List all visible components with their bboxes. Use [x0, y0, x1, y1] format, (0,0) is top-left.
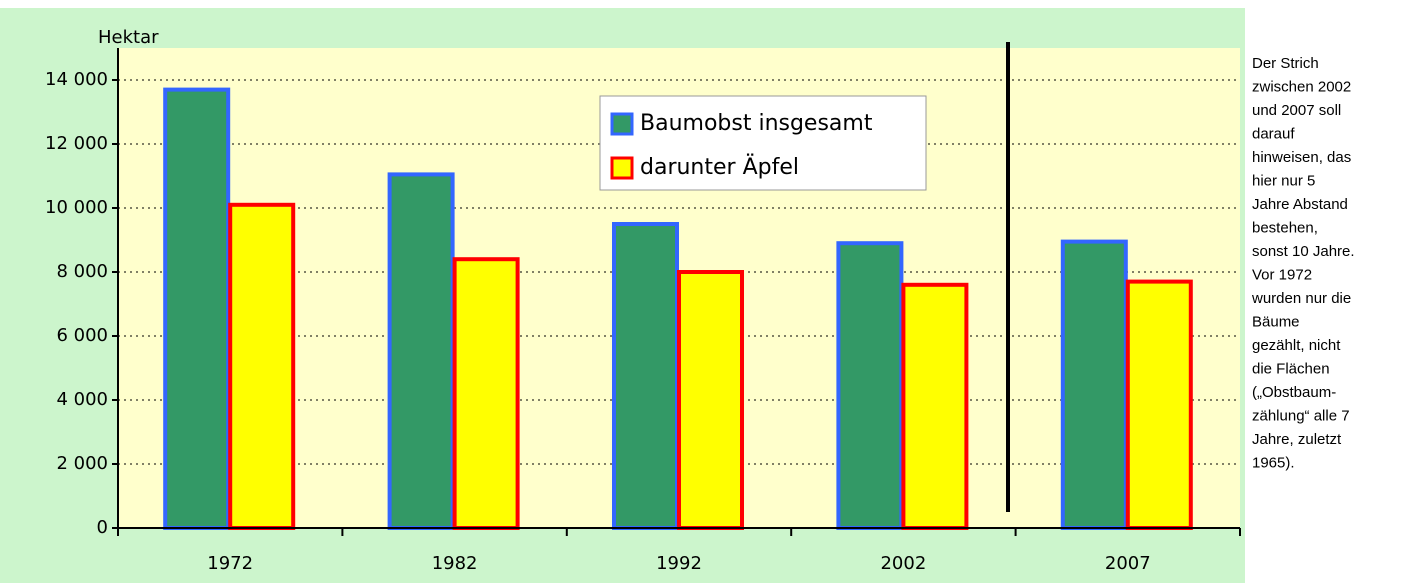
legend-swatch [610, 156, 634, 180]
y-tick-label: 14 000 [45, 69, 108, 90]
note-line: hinweisen, das [1252, 149, 1351, 166]
note-line: die Flächen [1252, 360, 1330, 377]
note-line: bestehen, [1252, 219, 1318, 236]
x-tick-label: 2007 [1105, 553, 1151, 574]
bar [452, 257, 520, 530]
x-tick-label: 1992 [656, 553, 702, 574]
bar [387, 172, 455, 530]
legend [599, 95, 927, 191]
note-line: hier nur 5 [1252, 172, 1315, 189]
note-line: („Obstbaum- [1252, 384, 1336, 401]
y-tick-label: 6 000 [56, 325, 108, 346]
legend-swatch [610, 112, 634, 136]
note-line: gezählt, nicht [1252, 337, 1341, 354]
x-tick-label: 1982 [432, 553, 478, 574]
y-tick-label: 8 000 [56, 261, 108, 282]
bar [1125, 279, 1193, 530]
y-tick-label: 2 000 [56, 453, 108, 474]
bar [163, 87, 231, 530]
note-line: Jahre, zuletzt [1252, 431, 1342, 448]
note-line: Bäume [1252, 313, 1300, 330]
bar [228, 202, 296, 531]
note-line: Vor 1972 [1252, 266, 1312, 283]
y-tick-label: 10 000 [45, 197, 108, 218]
x-tick-label: 1972 [207, 553, 253, 574]
note-line: sonst 10 Jahre. [1252, 243, 1355, 260]
note-line: zwischen 2002 [1252, 78, 1351, 95]
bar [612, 222, 679, 530]
note-line: und 2007 soll [1252, 102, 1341, 119]
bar [1060, 239, 1128, 530]
note-line: Jahre Abstand [1252, 196, 1348, 213]
y-tick-label: 4 000 [56, 389, 108, 410]
legend-label: darunter Äpfel [640, 154, 799, 180]
y-tick-label: 12 000 [45, 133, 108, 154]
y-axis-label: Hektar [98, 27, 159, 48]
legend-label: Baumobst insgesamt [640, 111, 873, 136]
note-line: wurden nur die [1251, 290, 1351, 307]
y-tick-label: 0 [97, 517, 108, 538]
note-line: 1965). [1252, 454, 1295, 471]
bar [836, 241, 904, 530]
note-line: zählung“ alle 7 [1252, 407, 1350, 424]
bar [677, 270, 744, 530]
bar [901, 282, 969, 530]
note-line: darauf [1252, 125, 1295, 142]
x-tick-label: 2002 [880, 553, 926, 574]
note-line: Der Strich [1252, 55, 1319, 72]
